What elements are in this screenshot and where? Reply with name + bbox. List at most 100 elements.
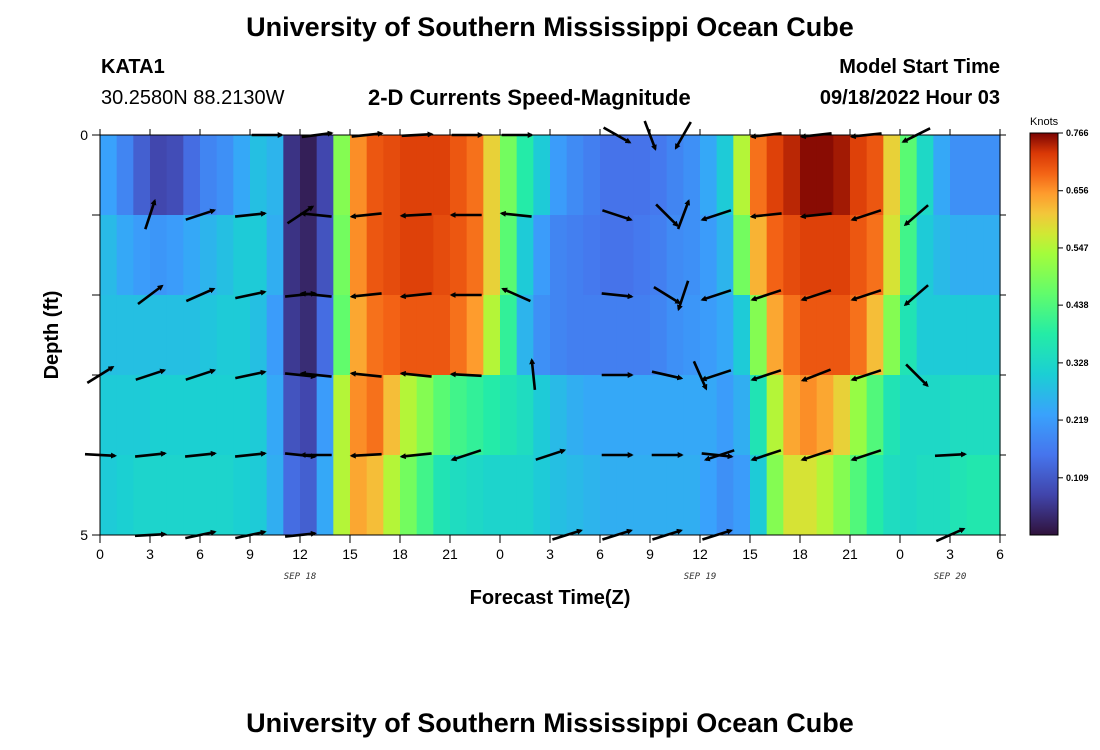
heatmap-cell [483,375,501,455]
heatmap-cell [700,375,718,455]
heatmap-cell [733,135,751,215]
current-vector [692,360,708,391]
heatmap-cell [916,455,934,535]
heatmap-cell [450,455,468,535]
heatmap-cell [316,455,334,535]
current-vector [349,452,382,459]
heatmap-cell [866,375,884,455]
heatmap-cell [783,295,801,375]
heatmap-cell [150,215,168,295]
heatmap-cell [833,215,851,295]
current-vector [653,285,682,305]
heatmap-cell [366,455,384,535]
y-axis-label: Depth (ft) [41,291,63,380]
heatmap-cell [800,135,818,215]
heatmap-cell [116,215,134,295]
heatmap-cell [883,295,901,375]
heatmap-cell [750,215,768,295]
date-label: SEP 19 [684,572,717,582]
current-vector [137,284,164,306]
heatmap-cell [350,135,368,215]
heatmap-cell [233,215,251,295]
chart-title: 2-D Currents Speed-Magnitude [368,85,691,110]
heatmap-cell [433,375,451,455]
heatmap-cell [816,135,834,215]
heatmap-cell [116,375,134,455]
current-vector [235,289,267,300]
heatmap-cell [133,375,151,455]
heatmap-cell [950,455,968,535]
heatmap-cell [433,135,451,215]
current-vector [184,450,217,458]
current-vector [499,210,532,218]
heatmap-cell [500,295,518,375]
x-tick-label: 3 [946,546,954,562]
current-vector [700,209,732,222]
heatmap-cell [333,135,351,215]
heatmap-cell [400,455,418,535]
heatmap-cell [450,375,468,455]
heatmap-cell [366,135,384,215]
current-vector [449,371,482,378]
heatmap-cell [416,215,434,295]
heatmap-cell [700,455,718,535]
heatmap-cell [183,135,201,215]
heatmap-cell [516,295,534,375]
current-vector [676,199,691,230]
heatmap-cell [716,455,734,535]
heatmap-cell [166,455,184,535]
heatmap-cell [933,295,951,375]
heatmap-cell [950,135,968,215]
heatmap-cell [900,135,918,215]
heatmap-cell [966,295,984,375]
heatmap-cell [966,215,984,295]
heatmap-cell [900,455,918,535]
heatmap-cell [566,375,584,455]
heatmap-cell [216,215,234,295]
x-tick-label: 15 [742,546,758,562]
heatmap-cell [583,135,601,215]
y-axis: 05 [80,127,1006,543]
heatmap-cell [850,455,868,535]
heatmap-cell [200,455,218,535]
model-start-value: 09/18/2022 Hour 03 [819,87,1000,109]
heatmap-cell [616,135,634,215]
heatmap-cell [916,215,934,295]
heatmap-cell [933,135,951,215]
heatmap-cell [566,135,584,215]
heatmap-cell [266,375,284,455]
heatmap-cell [216,135,234,215]
heatmap-cell [666,135,684,215]
current-vector [677,280,690,312]
heatmap-cell [316,215,334,295]
current-vector [501,287,531,303]
heatmap-cell [250,375,268,455]
colorbar-tick-label: 0.547 [1066,243,1089,253]
heatmap-cell [200,135,218,215]
heatmap-cell [783,215,801,295]
current-vector [399,370,432,378]
heatmap-cell [633,135,651,215]
heatmap-cell [500,215,518,295]
heatmap-cell [283,215,301,295]
x-tick-label: 6 [996,546,1004,562]
heatmap-cell [466,375,484,455]
current-vector [800,449,832,462]
heatmap-cell [133,215,151,295]
heatmap-cell [683,375,701,455]
heatmap-cell [233,455,251,535]
heatmap-cell [400,135,418,215]
heatmap-cell [900,375,918,455]
heatmap-cell [200,375,218,455]
heatmap-cell [300,375,318,455]
heatmap-cell [483,295,501,375]
heatmap-cell [133,135,151,215]
current-vector [529,358,537,391]
station-coords: 30.2580N 88.2130W [101,87,285,109]
heatmap-cell [200,215,218,295]
heatmap-cell [783,135,801,215]
heatmap-cell [750,375,768,455]
current-vector [144,198,157,230]
heatmap-cell [100,375,118,455]
heatmap-cell [716,295,734,375]
